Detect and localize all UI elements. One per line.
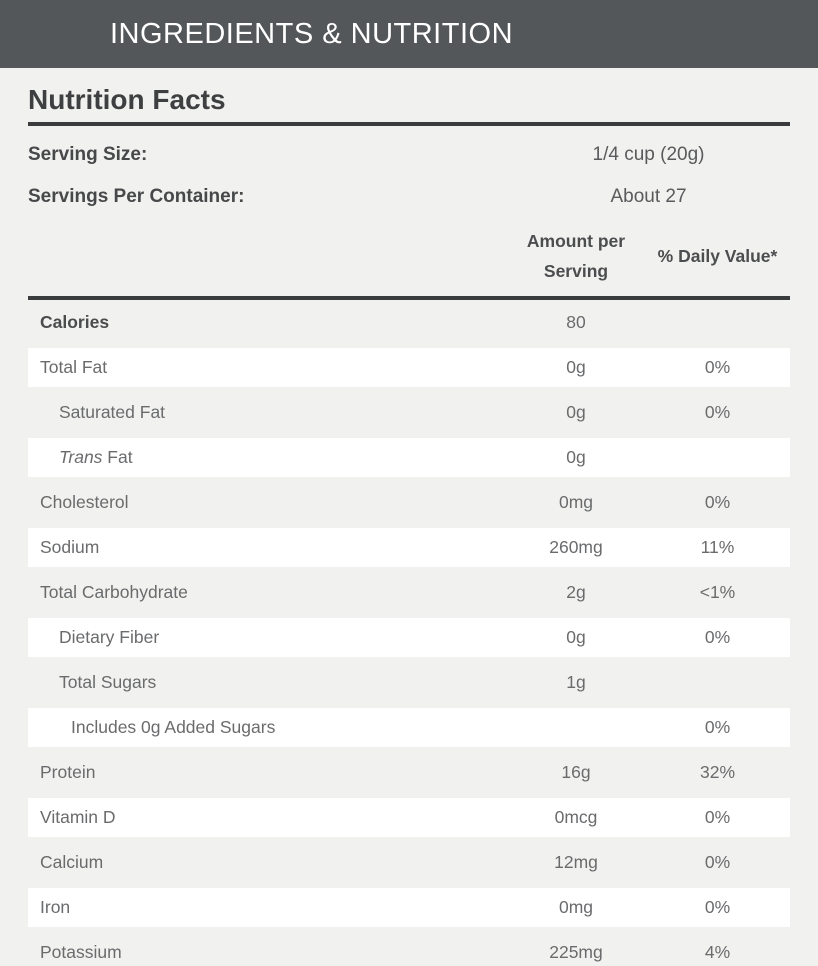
row-potassium: Potassium 225mg 4%	[28, 930, 790, 966]
row-label: Cholesterol	[40, 492, 129, 512]
row-protein: Protein 16g 32%	[28, 750, 790, 795]
row-amount: 260mg	[549, 537, 603, 557]
row-label: Total Carbohydrate	[40, 582, 188, 602]
row-amount: 0g	[566, 357, 586, 377]
serving-size-value: 1/4 cup (20g)	[592, 144, 705, 165]
row-amount: 0mcg	[554, 807, 598, 827]
row-total-fat: Total Fat 0g 0%	[28, 345, 790, 390]
row-amount: 1g	[566, 672, 586, 692]
row-label: Trans Fat	[28, 447, 507, 468]
row-amount: 0g	[566, 627, 586, 647]
trans-italic-text: Trans	[59, 447, 103, 467]
row-vitamin-d: Vitamin D 0mcg 0%	[28, 795, 790, 840]
row-daily-value: 0%	[704, 897, 731, 917]
row-added-sugars: Includes 0g Added Sugars 0%	[28, 705, 790, 750]
row-label: Calcium	[40, 852, 104, 872]
servings-per-container-label: Servings Per Container:	[28, 186, 245, 207]
row-daily-value: 0%	[704, 717, 731, 737]
row-label: Includes 0g Added Sugars	[71, 717, 276, 737]
row-label: Vitamin D	[40, 807, 116, 827]
row-iron: Iron 0mg 0%	[28, 885, 790, 930]
row-amount: 0mg	[558, 897, 594, 917]
row-calcium: Calcium 12mg 0%	[28, 840, 790, 885]
section-header-bar: INGREDIENTS & NUTRITION	[0, 0, 818, 68]
row-amount: 0g	[566, 402, 586, 422]
row-amount: 12mg	[554, 852, 598, 872]
row-label: Protein	[40, 762, 96, 782]
row-cholesterol: Cholesterol 0mg 0%	[28, 480, 790, 525]
row-label: Potassium	[40, 942, 122, 962]
row-daily-value: 4%	[704, 942, 731, 962]
row-label: Dietary Fiber	[59, 627, 160, 647]
servings-per-container-value: About 27	[610, 186, 687, 207]
serving-size-label: Serving Size:	[28, 144, 148, 165]
nutrition-facts-title: Nutrition Facts	[28, 84, 226, 115]
divider-rule-table	[28, 296, 790, 300]
row-daily-value: 0%	[704, 402, 731, 422]
row-label: Saturated Fat	[59, 402, 166, 422]
column-header-amount: Amount per Serving	[526, 231, 626, 281]
servings-per-container-row: Servings Per Container: About 27	[28, 184, 790, 210]
row-dietary-fiber: Dietary Fiber 0g 0%	[28, 615, 790, 660]
row-amount: 16g	[561, 762, 591, 782]
row-amount: 0g	[566, 447, 586, 467]
row-trans-fat: Trans Fat 0g	[28, 435, 790, 480]
row-sodium: Sodium 260mg 11%	[28, 525, 790, 570]
row-label: Iron	[40, 897, 71, 917]
row-daily-value: 0%	[704, 492, 731, 512]
row-daily-value: 11%	[700, 537, 735, 557]
row-calories: Calories 80	[28, 300, 790, 345]
row-daily-value: 0%	[704, 627, 731, 647]
divider-rule-top	[28, 122, 790, 126]
serving-size-row: Serving Size: 1/4 cup (20g)	[28, 142, 790, 168]
row-amount: 80	[566, 312, 586, 332]
row-total-sugars: Total Sugars 1g	[28, 660, 790, 705]
row-daily-value: 0%	[704, 357, 731, 377]
nutrition-panel: Nutrition Facts Serving Size: 1/4 cup (2…	[0, 84, 818, 966]
row-daily-value: 32%	[699, 762, 736, 782]
trans-rest-text: Fat	[102, 447, 133, 467]
row-daily-value: <1%	[699, 582, 736, 602]
row-total-carbohydrate: Total Carbohydrate 2g <1%	[28, 570, 790, 615]
row-amount: 0mg	[558, 492, 594, 512]
row-label: Sodium	[40, 537, 100, 557]
row-label: Calories	[40, 312, 110, 332]
row-saturated-fat: Saturated Fat 0g 0%	[28, 390, 790, 435]
nutrient-table: Calories 80 Total Fat 0g 0% Saturated Fa…	[28, 300, 790, 966]
table-column-headers: Amount per Serving % Daily Value*	[28, 226, 790, 296]
row-daily-value: 0%	[704, 852, 731, 872]
row-label: Total Sugars	[59, 672, 157, 692]
row-amount: 2g	[566, 582, 586, 602]
column-header-daily-value: % Daily Value*	[657, 245, 778, 266]
row-amount: 225mg	[549, 942, 603, 962]
row-label: Total Fat	[40, 357, 108, 377]
row-daily-value: 0%	[704, 807, 731, 827]
section-header-title: INGREDIENTS & NUTRITION	[110, 17, 514, 50]
